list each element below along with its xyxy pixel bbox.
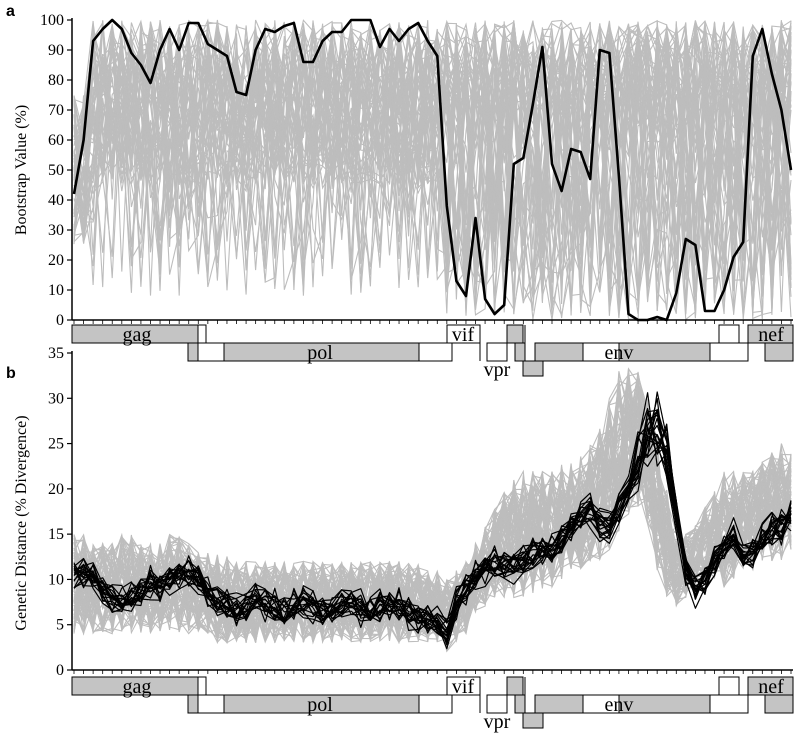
background-series-line [73,24,792,321]
gene-label-vif: vif [452,676,475,698]
vpr-box [486,342,508,362]
frame1-box [506,324,524,344]
gene-label-nef: nef [758,676,784,698]
frame1-box [718,676,740,696]
background-series-line [73,24,792,318]
axes-b: 0 5 10 15 20 25 30 35 [48,345,793,679]
background-series-line [73,19,792,315]
panel-a: a Bootstrap Value (%) 0 10 20 30 40 50 60 70 80 9… [6,3,794,381]
y-tick-label: 0 [56,312,64,329]
gene-label-env: env [605,694,634,716]
y-tick-label: 25 [48,436,64,453]
pol-box [197,694,225,714]
gag-end-box [197,676,207,696]
frame2-box [514,694,526,714]
y-axis-title-a: Bootstrap Value (%) [13,105,30,235]
pol-end-box [418,694,453,714]
gene-label-gag: gag [123,324,152,346]
y-tick-label: 30 [48,390,64,407]
highlight-lines-a [72,18,793,322]
y-tick-label: 20 [48,481,64,498]
y-tick-label: 60 [48,132,64,149]
nef-lower-box [764,342,794,362]
background-series-line [73,452,792,638]
background-series-line [73,395,792,643]
gene-label-nef: nef [758,324,784,346]
background-series-line [73,373,792,641]
frame3-box [522,712,544,729]
background-series-line [73,20,792,320]
frame1-box [718,324,740,344]
highlight-series-line [73,414,792,637]
y-tick-label: 30 [48,222,64,239]
y-tick-label: 10 [48,282,64,299]
frame2-box [514,342,526,362]
y-axis-title-b: Genetic Distance (% Divergence) [13,415,30,630]
pol-end-box [418,342,453,362]
background-series-line [73,444,792,635]
y-tick-label: 90 [48,42,64,59]
y-tick-label: 80 [48,72,64,89]
highlight-series-line [72,18,793,322]
highlight-series-line [73,423,792,650]
y-tick-label: 0 [56,662,64,679]
y-tick-label: 20 [48,252,64,269]
gene-label-vpr: vpr [484,359,511,381]
y-tick-label: 100 [40,12,64,29]
background-series-line [73,20,792,308]
panel-b: b Genetic Distance (% Divergence) 0 5 10 15… [6,345,794,733]
axes-a: 0 10 20 30 40 50 60 70 80 90 100 [40,12,793,329]
frame3-box [522,360,544,377]
pol-start-box [187,342,199,362]
y-tick-label: 40 [48,192,64,209]
highlight-series-line [73,407,792,624]
gene-label-vif: vif [452,324,475,346]
panel-letter-a: a [6,3,15,20]
y-tick-label: 70 [48,102,64,119]
env-box [709,342,749,362]
background-series-line [73,383,792,639]
frame1-box [506,676,524,696]
env-box [534,694,584,714]
gene-label-env: env [605,342,634,364]
background-series-line [73,18,792,314]
gene-label-gag: gag [123,676,152,698]
nef-lower-box [764,694,794,714]
env-box [534,342,584,362]
background-series-line [73,428,792,639]
y-tick-label: 35 [48,345,64,362]
vpr-box [486,694,508,714]
gene-label-pol: pol [307,694,333,716]
y-tick-label: 10 [48,571,64,588]
y-tick-label: 5 [56,617,64,634]
y-tick-label: 50 [48,162,64,179]
y-tick-label: 15 [48,526,64,543]
pol-box [197,342,225,362]
highlight-lines-b [73,391,792,650]
background-lines-b [73,367,792,653]
gene-label-pol: pol [307,342,333,364]
gag-end-box [197,324,207,344]
pol-start-box [187,694,199,714]
background-lines-a [73,18,792,321]
env-box [709,694,749,714]
highlight-series-line [73,409,792,634]
background-series-line [73,415,792,640]
gene-label-vpr: vpr [484,711,511,733]
panel-letter-b: b [6,365,16,382]
